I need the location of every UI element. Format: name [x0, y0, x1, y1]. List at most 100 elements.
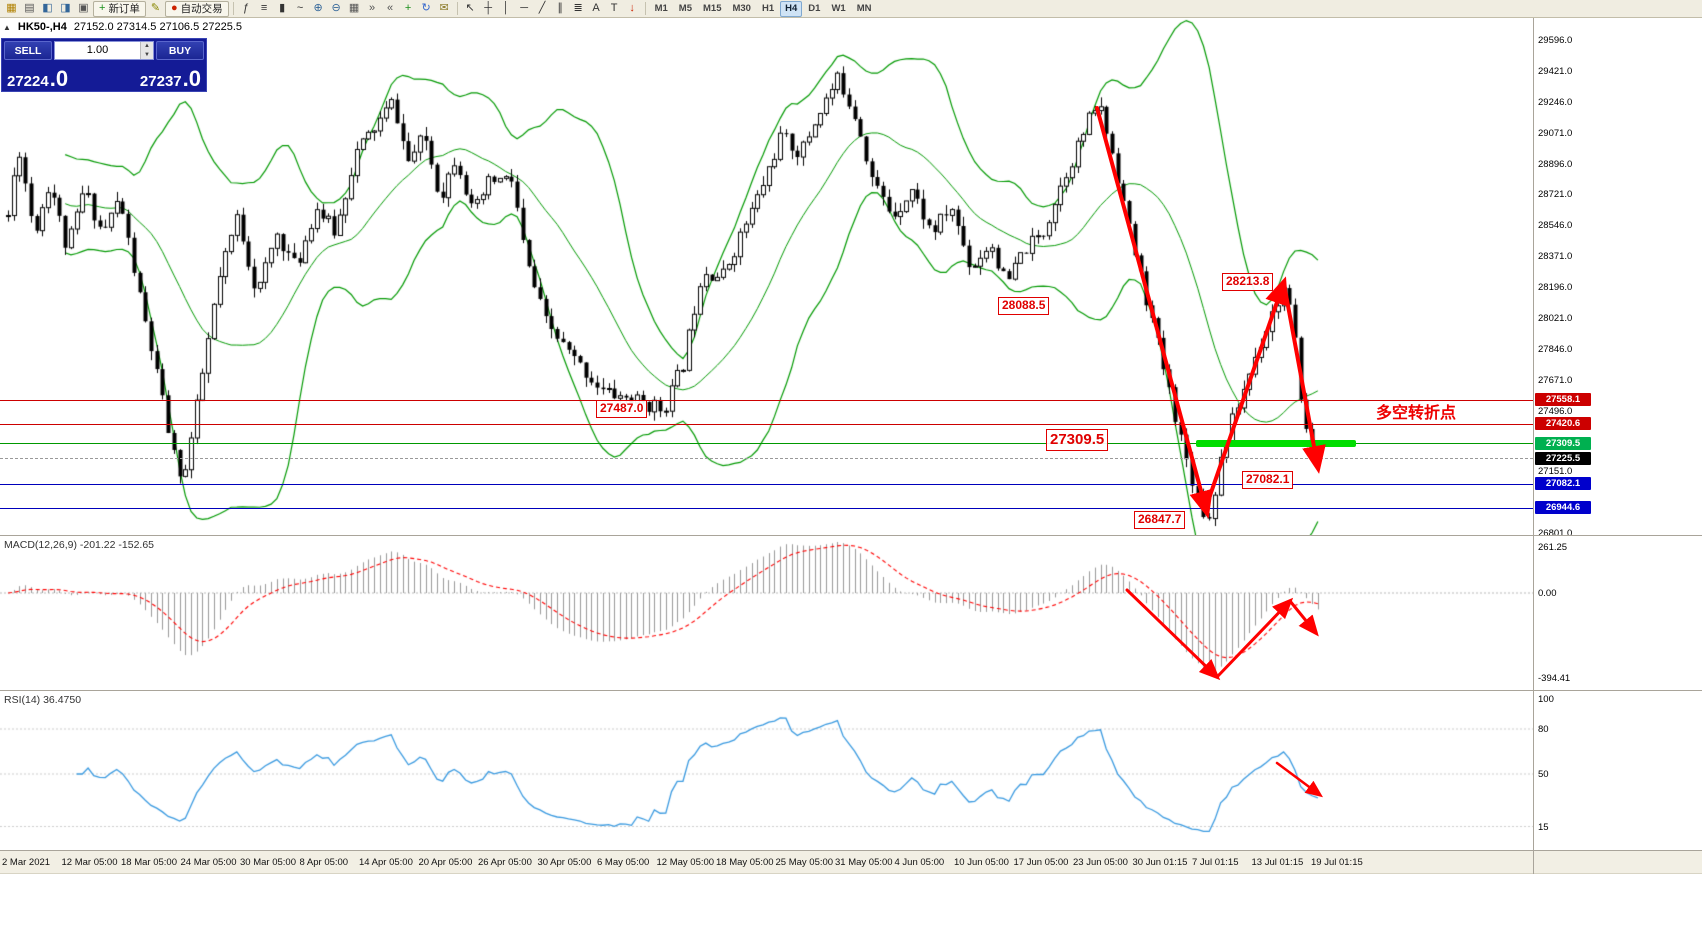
price-annotation-27309.5[interactable]: 27309.5: [1046, 429, 1109, 451]
price-axis-label: 29246.0: [1538, 96, 1573, 108]
navigator-button[interactable]: ◨: [57, 1, 74, 17]
panel-separator[interactable]: [0, 690, 1702, 691]
zoom-out-button[interactable]: ⊖: [328, 1, 345, 17]
horizontal-line-26944.6[interactable]: [0, 507, 1533, 509]
cursor-tool[interactable]: ↖: [462, 1, 479, 17]
timeframe-m15[interactable]: M15: [698, 1, 726, 17]
autotrading-button-label: 自动交易: [180, 3, 223, 15]
tile-windows-button[interactable]: ▦: [346, 1, 363, 17]
price-annotation-28213.8[interactable]: 28213.8: [1222, 273, 1274, 291]
timeframe-w1[interactable]: W1: [826, 1, 850, 17]
volume-step-down-icon[interactable]: ▼: [141, 50, 153, 59]
horizontal-line-27558.1[interactable]: [0, 399, 1533, 401]
price-annotation-26847.7[interactable]: 26847.7: [1134, 511, 1186, 529]
indicators-button[interactable]: ƒ: [238, 1, 255, 17]
auto-scroll-button[interactable]: »: [364, 1, 381, 17]
price-axis-label: 29071.0: [1538, 127, 1573, 139]
metaeditor-button[interactable]: ✎: [147, 1, 164, 17]
timeframe-mn[interactable]: MN: [852, 1, 877, 17]
horizontal-line-27309.5[interactable]: [0, 443, 1533, 445]
price-axis-label: 28896.0: [1538, 158, 1573, 170]
profiles-icon: ▤: [24, 2, 35, 14]
time-axis[interactable]: 2 Mar 2021 12 Mar 05:00 18 Mar 05:00 24 Mar…: [0, 851, 1702, 874]
chart-annotation-note[interactable]: 多空转折点: [1376, 405, 1457, 422]
time-axis-label: 7 Jul 01:15: [1192, 857, 1239, 868]
sell-button[interactable]: SELL: [4, 41, 52, 60]
price-tag-27420.6: 27420.6: [1535, 417, 1591, 431]
vertical-line-tool[interactable]: │: [498, 1, 515, 17]
toolbar-separator: [644, 2, 646, 15]
timeframe-d1[interactable]: D1: [803, 1, 825, 17]
add-indicator-button[interactable]: +: [400, 1, 417, 17]
time-axis-label: 18 Mar 05:00: [121, 857, 177, 868]
crosshair-icon: ┼: [484, 2, 492, 14]
timeframe-m5[interactable]: M5: [674, 1, 697, 17]
mail-button[interactable]: ✉: [436, 1, 453, 17]
zoom-in-button[interactable]: ⊕: [310, 1, 327, 17]
new-order-button[interactable]: + 新订单: [93, 0, 146, 17]
profiles-button[interactable]: ▤: [21, 1, 38, 17]
chart-shift-button[interactable]: «: [382, 1, 399, 17]
candlestick-chart-button[interactable]: ▮: [274, 1, 291, 17]
line-chart-button[interactable]: ~: [292, 1, 309, 17]
horizontal-line-27225.5[interactable]: [0, 458, 1533, 460]
panel-separator[interactable]: [0, 850, 1702, 851]
refresh-icon: ↻: [421, 2, 431, 14]
channel-tool[interactable]: ∥: [552, 1, 569, 17]
terminal-button[interactable]: ▣: [75, 1, 92, 17]
buy-price[interactable]: 27237 .0: [140, 68, 201, 90]
fibonacci-tool[interactable]: ≣: [570, 1, 587, 17]
terminal-icon: ▣: [78, 2, 89, 14]
new-chart-button[interactable]: ▦: [3, 1, 20, 17]
buy-button[interactable]: BUY: [156, 41, 204, 60]
time-axis-label: 30 Apr 05:00: [537, 857, 592, 868]
macd-chart-canvas[interactable]: [0, 536, 1533, 690]
label-icon: T: [610, 2, 618, 14]
timeframe-h1[interactable]: H1: [757, 1, 779, 17]
price-axis-label: 28021.0: [1538, 312, 1573, 324]
timeframe-h1-label: H1: [761, 3, 775, 14]
price-axis-label: 28721.0: [1538, 189, 1573, 201]
autotrading-icon: ●: [170, 2, 178, 14]
crosshair-tool[interactable]: ┼: [480, 1, 497, 17]
arrows-tool[interactable]: ↓: [624, 1, 641, 17]
rsi-axis-label: 15: [1538, 821, 1549, 833]
trendline-tool[interactable]: ╱: [534, 1, 551, 17]
sell-price[interactable]: 27224 .0: [7, 68, 68, 90]
auto-scroll-icon: »: [369, 2, 376, 14]
price-annotation-27082.1[interactable]: 27082.1: [1242, 471, 1294, 489]
horizontal-line-27082.1[interactable]: [0, 483, 1533, 485]
volume-field[interactable]: 1.00 ▲ ▼: [54, 41, 154, 60]
volume-step-up-icon[interactable]: ▲: [141, 42, 153, 51]
time-axis-label: 13 Jul 01:15: [1251, 857, 1304, 868]
one-click-collapse-icon[interactable]: ▲: [3, 22, 11, 32]
timeframe-m30[interactable]: M30: [727, 1, 755, 17]
timeframe-m1[interactable]: M1: [650, 1, 673, 17]
bar-chart-button[interactable]: ≡: [256, 1, 273, 17]
price-annotation-28088.5[interactable]: 28088.5: [998, 297, 1050, 315]
timeframe-h4[interactable]: H4: [780, 0, 803, 17]
price-annotation-27487.0[interactable]: 27487.0: [596, 400, 648, 418]
price-tag-26944.6: 26944.6: [1535, 501, 1591, 515]
refresh-button[interactable]: ↻: [418, 1, 435, 17]
new-order-icon: +: [99, 2, 106, 14]
candlestick-chart-icon: ▮: [279, 2, 286, 14]
add-indicator-icon: +: [404, 2, 412, 14]
horizontal-line-27420.6[interactable]: [0, 423, 1533, 425]
horizontal-line-tool[interactable]: ─: [516, 1, 533, 17]
text-tool[interactable]: A: [588, 1, 605, 17]
volume-value[interactable]: 1.00: [86, 44, 109, 56]
thick-support-line[interactable]: [1196, 439, 1356, 447]
time-axis-label: 2 Mar 2021: [2, 857, 51, 868]
timeframe-m30-label: M30: [732, 3, 751, 14]
autotrading-button[interactable]: ● 自动交易: [164, 0, 229, 17]
price-tag-27558.1: 27558.1: [1535, 393, 1591, 406]
market-watch-button[interactable]: ◧: [39, 1, 56, 17]
macd-axis-label: -394.41: [1538, 673, 1571, 684]
panel-separator[interactable]: [0, 535, 1702, 536]
rsi-indicator-label: RSI(14) 36.4750: [4, 694, 82, 706]
text-icon: A: [592, 2, 600, 14]
label-tool[interactable]: T: [606, 1, 623, 17]
rsi-chart-canvas[interactable]: [0, 691, 1533, 850]
chart-panel: 多空转折点 ▲ HK50-,H4 27152.0 27314.5 27106.5…: [0, 18, 1702, 539]
